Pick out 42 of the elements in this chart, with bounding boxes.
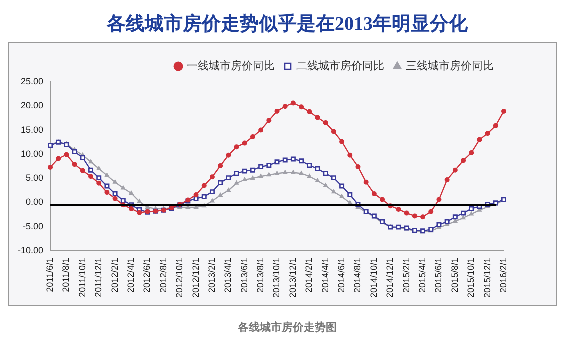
x-tick-label: 2015/4/1	[418, 258, 428, 294]
x-tick-label: 2013/10/1	[272, 258, 282, 298]
x-tick-label: 2014/10/1	[368, 258, 379, 298]
x-tick-label: 2011/8/1	[61, 258, 72, 292]
y-tick-label: 20.00	[20, 100, 44, 111]
x-tick-label: 2011/10/1	[77, 258, 88, 298]
x-tick-label: 2014/8/1	[352, 258, 363, 294]
y-tick-label: 0.00	[26, 197, 44, 208]
x-tick-label: 2016/2/1	[498, 258, 508, 294]
legend-label: 一线城市房价同比	[187, 59, 275, 72]
x-tick-label: 2015/10/1	[466, 258, 476, 298]
x-tick-label: 2015/6/1	[434, 258, 444, 294]
x-tick-label: 2013/6/1	[239, 258, 250, 294]
legend-label: 三线城市房价同比	[406, 59, 494, 72]
y-tick-label: -5.00	[23, 221, 44, 232]
x-tick-label: 2011/12/1	[94, 258, 104, 298]
text: 各线城市房价走势图	[237, 320, 338, 335]
x-tick-label: 2012/6/1	[142, 258, 152, 294]
y-tick-label: 5.00	[26, 173, 44, 184]
x-tick-label: 2012/10/1	[174, 258, 185, 298]
x-tick-label: 2013/12/1	[288, 258, 298, 298]
legend-label: 二线城市房价同比	[296, 59, 384, 72]
y-tick-label: -10.00	[18, 245, 44, 256]
x-tick-label: 2012/8/1	[158, 258, 168, 294]
y-tick-label: 15.00	[20, 124, 44, 135]
x-tick-label: 2013/4/1	[223, 258, 234, 294]
chart-title: 各线城市房价走势似乎是在2013年明显分化	[106, 12, 469, 37]
x-tick-label: 2015/8/1	[450, 258, 460, 294]
y-tick-label: 10.00	[20, 148, 44, 159]
x-tick-label: 2012/4/1	[126, 258, 136, 294]
x-tick-label: 2014/4/1	[320, 258, 330, 294]
x-tick-label: 2015/2/1	[401, 258, 412, 294]
y-tick-label: 25.00	[20, 76, 44, 86]
x-tick-label: 2014/12/1	[385, 258, 396, 298]
x-tick-label: 2013/8/1	[256, 258, 266, 294]
x-tick-label: 2013/2/1	[206, 258, 217, 294]
x-tick-label: 2015/12/1	[482, 258, 492, 298]
x-tick-label: 2012/2/1	[110, 258, 120, 294]
x-tick-label: 2014/6/1	[336, 258, 347, 294]
x-tick-label: 2012/12/1	[190, 258, 201, 298]
x-tick-label: 2014/2/1	[304, 258, 314, 294]
x-tick-label: 2011/6/1	[45, 258, 56, 292]
